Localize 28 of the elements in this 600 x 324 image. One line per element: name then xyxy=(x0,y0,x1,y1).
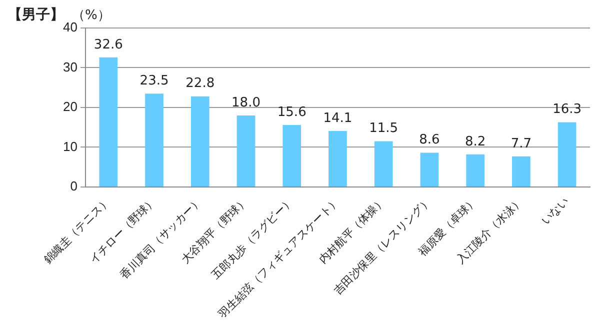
bar xyxy=(558,122,576,186)
data-label: 11.5 xyxy=(369,121,398,136)
bar xyxy=(236,115,256,186)
bar xyxy=(190,96,210,186)
data-label: 32.6 xyxy=(94,37,123,52)
x-tick-label: いない xyxy=(540,195,572,228)
data-label: 16.3 xyxy=(552,102,582,118)
y-tick-label: 10 xyxy=(62,138,78,154)
data-label: 23.5 xyxy=(140,73,169,88)
y-tick-label: 20 xyxy=(62,99,78,114)
chart-title: 【男子】 xyxy=(8,6,64,23)
bar xyxy=(512,156,530,186)
bar xyxy=(145,94,164,186)
bar xyxy=(466,154,485,186)
bar xyxy=(420,152,439,186)
bar xyxy=(328,130,347,186)
data-label: 18.0 xyxy=(232,95,260,110)
bar xyxy=(374,141,393,186)
bar xyxy=(282,124,302,186)
y-tick-label: 0 xyxy=(70,178,78,194)
bar xyxy=(99,57,118,186)
data-label: 8.6 xyxy=(419,132,440,148)
data-label: 14.1 xyxy=(323,110,352,126)
y-tick-label: 30 xyxy=(62,59,78,74)
data-label: 15.6 xyxy=(277,104,306,120)
data-label: 22.8 xyxy=(186,76,215,92)
data-label: 7.7 xyxy=(510,136,532,152)
data-label: 8.2 xyxy=(464,134,486,150)
